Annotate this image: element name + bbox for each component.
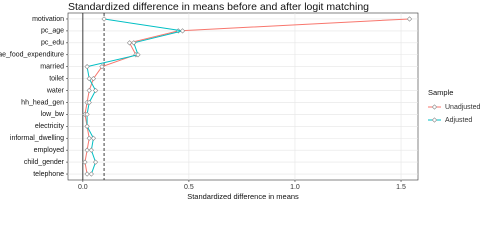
y-tick-label: pc_age bbox=[41, 28, 64, 35]
point bbox=[88, 147, 94, 153]
point bbox=[92, 87, 99, 94]
x-tick-label: 1.5 bbox=[396, 184, 406, 191]
point bbox=[84, 123, 90, 129]
point bbox=[179, 28, 186, 34]
x-tick-label: 0.5 bbox=[184, 184, 194, 191]
y-tick-label: telephone bbox=[33, 171, 64, 178]
y-tick-label: motivation bbox=[32, 16, 64, 23]
point bbox=[135, 52, 141, 58]
legend-title: Sample bbox=[428, 88, 453, 97]
point bbox=[84, 147, 90, 153]
point bbox=[86, 87, 92, 94]
y-tick-label: child_gender bbox=[24, 159, 65, 166]
point bbox=[86, 135, 92, 141]
point bbox=[90, 135, 97, 141]
point bbox=[101, 16, 107, 22]
plot-panel bbox=[67, 12, 419, 181]
chart: Standardized difference in means before … bbox=[0, 1, 481, 201]
point bbox=[86, 99, 92, 106]
x-tick-label: 1.0 bbox=[290, 184, 300, 191]
x-axis-label: Standardized difference in means bbox=[187, 192, 299, 201]
point bbox=[84, 171, 90, 177]
y-tick-label: toilet bbox=[49, 75, 64, 82]
point bbox=[90, 75, 97, 82]
legend-point bbox=[431, 117, 438, 123]
point bbox=[92, 159, 99, 165]
y-tick-label: informal_dwelling bbox=[10, 135, 64, 142]
legend-label: Adjusted bbox=[445, 117, 472, 124]
y-tick-label: electricity bbox=[35, 123, 65, 130]
point bbox=[126, 40, 133, 46]
y-tick-label: water bbox=[46, 87, 65, 94]
point bbox=[131, 40, 137, 46]
point bbox=[84, 111, 90, 118]
legend-point bbox=[431, 104, 438, 110]
legend-label: Unadjusted bbox=[445, 104, 481, 111]
x-tick-label: 0.0 bbox=[78, 184, 88, 191]
point bbox=[99, 64, 105, 70]
point bbox=[82, 159, 88, 165]
y-tick-label: pc_edu bbox=[41, 40, 64, 47]
y-tick-label: low_bw bbox=[41, 111, 65, 118]
point bbox=[84, 64, 90, 70]
point bbox=[88, 171, 94, 177]
chart-title: Standardized difference in means before … bbox=[68, 1, 369, 13]
y-tick-label: employed bbox=[34, 147, 64, 154]
y-tick-label: married bbox=[40, 64, 64, 71]
point bbox=[406, 16, 413, 22]
y-tick-label: ae_food_expenditure bbox=[0, 52, 64, 59]
y-tick-label: hh_head_gen bbox=[21, 99, 64, 106]
point bbox=[86, 75, 92, 82]
